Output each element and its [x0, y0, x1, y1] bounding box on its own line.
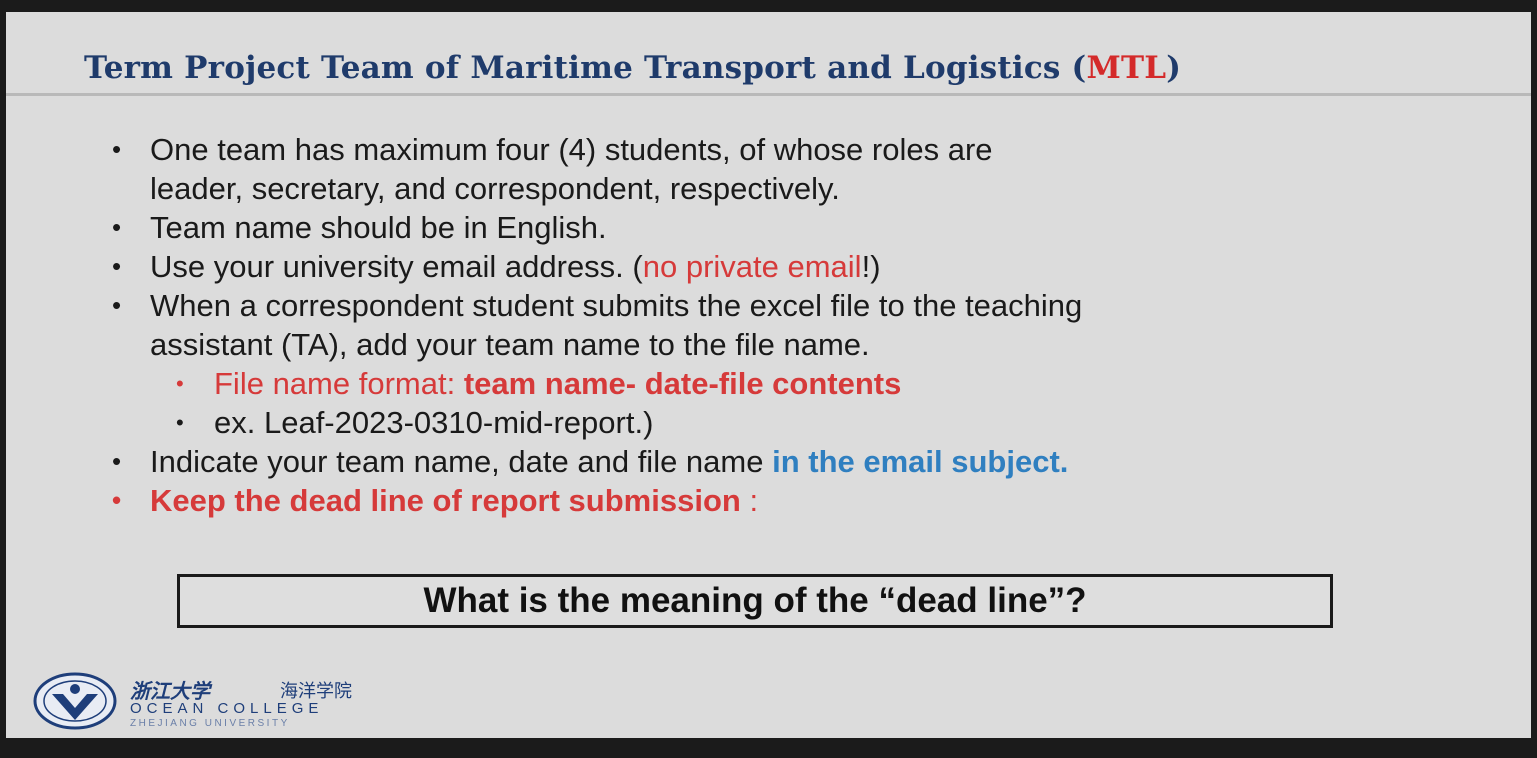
bullet-dot-icon: • — [112, 290, 122, 320]
logo-chinese-college: 海洋学院 — [280, 681, 352, 701]
bullet-highlight-red: no private email — [642, 249, 862, 284]
bullet-email-subject: • Indicate your team name, date and file… — [106, 442, 1082, 481]
question-text: What is the meaning of the “dead line”? — [423, 581, 1087, 620]
title-divider — [6, 93, 1531, 96]
title-end-text: ) — [1166, 50, 1182, 86]
bullet-text: Team name should be in English. — [150, 210, 607, 245]
zju-seal-icon — [33, 672, 117, 730]
bullet-text: Keep the dead line of report submission — [150, 483, 741, 518]
bullet-text-end: !) — [861, 249, 881, 284]
bullet-highlight-bold: team name- date-file contents — [463, 366, 902, 401]
bullet-text: Use your university email address. ( — [150, 249, 643, 284]
bullet-submission: • When a correspondent student submits t… — [106, 286, 1082, 364]
title-main-text: Term Project Team of Maritime Transport … — [84, 50, 1087, 86]
slide-title: Term Project Team of Maritime Transport … — [84, 50, 1181, 86]
bullet-email: • Use your university email address. (no… — [106, 247, 1082, 286]
sub-bullet-file-format: • File name format: team name- date-file… — [106, 364, 1082, 403]
logo-chinese-university: 浙江大学 — [130, 679, 210, 703]
slide: Term Project Team of Maritime Transport … — [6, 12, 1531, 738]
logo-english-college: OCEAN COLLEGE — [130, 700, 324, 717]
bullet-text-end: : — [740, 483, 759, 518]
bullet-text-continued: leader, secretary, and correspondent, re… — [150, 171, 840, 206]
bullet-dot-icon: • — [112, 251, 122, 281]
bullet-dot-icon: • — [176, 371, 184, 396]
bullet-dot-icon: • — [176, 410, 184, 435]
bullet-dot-icon: • — [112, 446, 122, 476]
bullet-deadline: • Keep the dead line of report submissio… — [106, 481, 1082, 520]
bullet-dot-icon: • — [112, 212, 122, 242]
bullet-text: Indicate your team name, date and file n… — [150, 444, 773, 479]
bullet-list: • One team has maximum four (4) students… — [106, 130, 1082, 520]
bullet-text: When a correspondent student submits the… — [150, 288, 1083, 323]
bullet-team-name: • Team name should be in English. — [106, 208, 1082, 247]
bullet-team-size: • One team has maximum four (4) students… — [106, 130, 1082, 208]
bullet-text: File name format: — [214, 366, 464, 401]
bullet-text: One team has maximum four (4) students, … — [150, 132, 993, 167]
title-accent-text: MTL — [1086, 50, 1167, 86]
sub-bullet-example: • ex. Leaf-2023-0310-mid-report.) — [106, 403, 1082, 442]
bullet-text: ex. Leaf-2023-0310-mid-report.) — [214, 405, 654, 440]
bullet-highlight-blue: in the email subject. — [772, 444, 1069, 479]
bullet-dot-icon: • — [112, 134, 122, 164]
ocean-college-logo: 浙江大学 海洋学院 OCEAN COLLEGE ZHEJIANG UNIVERS… — [30, 670, 400, 734]
logo-english-university: ZHEJIANG UNIVERSITY — [130, 718, 290, 729]
bullet-dot-icon: • — [112, 485, 122, 515]
question-box: What is the meaning of the “dead line”? — [177, 574, 1333, 628]
bullet-text-continued: assistant (TA), add your team name to th… — [150, 327, 870, 362]
